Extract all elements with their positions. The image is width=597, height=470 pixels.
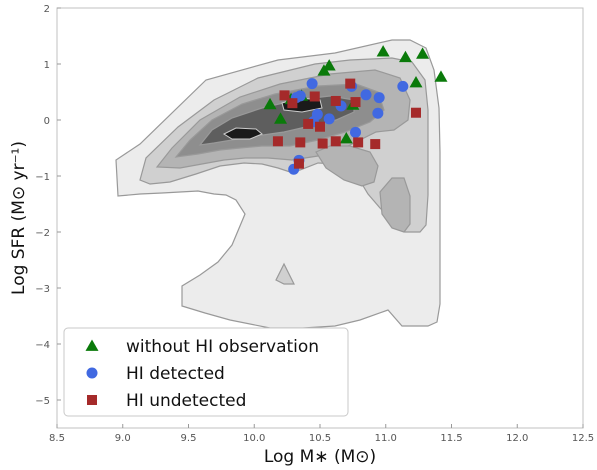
- triangle-marker: [434, 70, 448, 82]
- circle-marker: [350, 126, 362, 138]
- series-square: [272, 78, 421, 169]
- data-points: [263, 45, 448, 175]
- circle-marker: [397, 80, 409, 92]
- x-axis-label: Log M∗ (M⊙): [264, 447, 376, 467]
- y-tick-label: −4: [35, 340, 50, 351]
- triangle-marker: [416, 47, 430, 59]
- square-marker: [410, 107, 421, 118]
- y-tick-label: −2: [35, 228, 50, 239]
- triangle-marker: [398, 50, 412, 63]
- triangle-marker: [409, 75, 423, 88]
- legend-circle-marker: [86, 367, 98, 379]
- legend-square-marker: [87, 395, 97, 405]
- x-tick-label: 9.0: [115, 433, 131, 444]
- legend: without HI observation HI detected HI unde…: [63, 327, 349, 417]
- square-marker: [287, 98, 298, 109]
- triangle-marker: [322, 59, 336, 71]
- y-axis-label: Log SFR (M⊙ yr⁻¹): [9, 141, 29, 295]
- square-marker: [345, 78, 356, 89]
- x-tick-label: 12.0: [506, 433, 528, 444]
- circle-marker: [360, 89, 372, 101]
- circle-marker: [323, 113, 335, 125]
- legend-label: without HI observation: [126, 337, 319, 357]
- x-tick-label: 11.5: [440, 433, 462, 444]
- y-axis-ticks: 2 1 0 −1 −2 −3 −4 −5: [35, 4, 61, 407]
- triangle-marker: [263, 97, 277, 110]
- y-tick-label: 0: [44, 116, 50, 127]
- circle-marker: [372, 107, 384, 119]
- square-marker: [350, 97, 361, 108]
- legend-triangle-marker: [85, 339, 99, 351]
- x-tick-label: 8.5: [49, 433, 65, 444]
- square-marker: [317, 138, 328, 149]
- legend-label: HI detected: [126, 364, 225, 384]
- square-marker: [303, 118, 314, 129]
- square-marker: [330, 95, 341, 106]
- circle-marker: [306, 78, 318, 90]
- x-tick-label: 12.5: [572, 433, 594, 444]
- square-marker: [353, 137, 364, 148]
- square-marker: [330, 136, 341, 147]
- triangle-marker: [339, 131, 353, 144]
- x-tick-label: 9.5: [181, 433, 197, 444]
- x-axis-ticks: 8.5 9.0 9.5 10.0 10.5 11.0 11.5 12.0 12.5: [49, 424, 594, 444]
- square-marker: [272, 136, 283, 147]
- y-tick-label: −1: [35, 172, 50, 183]
- y-tick-label: 2: [44, 4, 50, 15]
- x-tick-label: 10.5: [309, 433, 331, 444]
- triangle-marker: [274, 112, 288, 124]
- x-tick-label: 11.0: [375, 433, 397, 444]
- x-tick-label: 10.0: [243, 433, 265, 444]
- square-marker: [293, 158, 304, 169]
- square-marker: [309, 91, 320, 102]
- triangle-marker: [317, 64, 331, 76]
- triangle-marker: [376, 45, 390, 57]
- contour-island-small: [275, 262, 295, 285]
- square-marker: [370, 139, 381, 150]
- y-tick-label: −5: [35, 396, 50, 407]
- contour-level-6: [222, 127, 263, 140]
- square-marker: [279, 90, 290, 101]
- contour-island-lower: [379, 177, 411, 233]
- square-marker: [315, 121, 325, 132]
- y-tick-label: 1: [44, 60, 50, 71]
- legend-label: HI undetected: [126, 391, 246, 411]
- legend-box: [63, 327, 349, 417]
- square-marker: [295, 137, 306, 148]
- y-tick-label: −3: [35, 284, 50, 295]
- circle-marker: [373, 92, 385, 104]
- series-circle: [288, 78, 409, 175]
